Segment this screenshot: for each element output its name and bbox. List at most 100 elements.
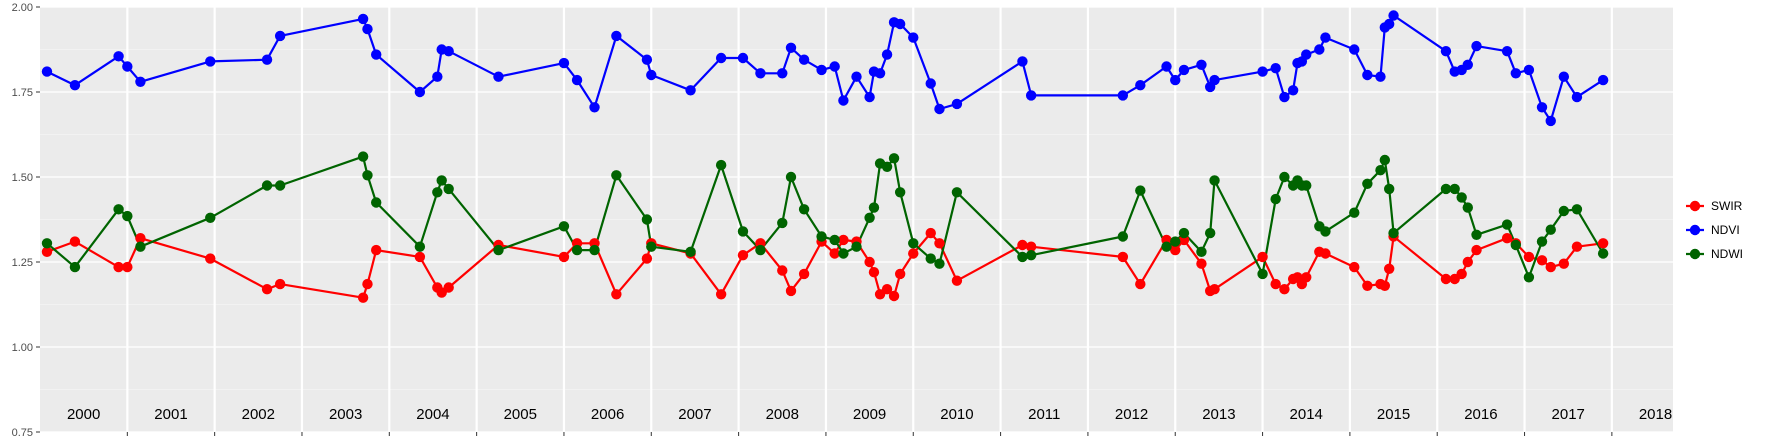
data-point-ndwi xyxy=(798,204,810,215)
data-point-swir xyxy=(894,268,906,280)
data-point-swir xyxy=(135,233,146,244)
data-point-swir xyxy=(1379,280,1391,291)
data-point-ndwi xyxy=(894,187,906,198)
data-point-ndvi xyxy=(1571,91,1583,103)
data-point-swir xyxy=(1025,241,1037,252)
data-point-ndvi xyxy=(205,56,216,67)
data-point-ndwi xyxy=(1257,268,1268,280)
data-point-ndvi xyxy=(1349,44,1360,55)
data-point-ndwi xyxy=(816,231,827,242)
year-label: 2011 xyxy=(1028,406,1060,423)
year-labels: 2000 2001 2002 2003 2004 2005 2006 2007 2008 2009… xyxy=(67,406,1672,423)
data-point-ndwi xyxy=(1349,207,1360,218)
data-point-ndvi xyxy=(1388,10,1399,21)
data-point-swir xyxy=(261,284,273,295)
data-point-ndwi xyxy=(1178,227,1190,239)
data-point-ndwi xyxy=(951,187,963,198)
data-point-ndwi xyxy=(41,238,53,249)
data-point-ndwi xyxy=(1462,202,1473,213)
data-point-swir xyxy=(1462,256,1473,268)
data-point-swir xyxy=(1196,258,1207,269)
data-point-ndwi xyxy=(715,159,727,171)
data-point-swir xyxy=(362,278,373,290)
legend-key-point xyxy=(1689,200,1701,212)
y-tick-label: 0.75 xyxy=(12,427,33,439)
year-label: 2015 xyxy=(1377,406,1410,423)
data-point-ndwi xyxy=(1379,154,1391,166)
data-point-ndvi xyxy=(1209,74,1220,86)
data-point-ndwi xyxy=(1375,165,1386,176)
legend-label: SWIR xyxy=(1711,199,1743,213)
data-point-swir xyxy=(1117,251,1129,263)
data-point-ndvi xyxy=(1501,46,1513,57)
data-point-ndvi xyxy=(1523,64,1535,76)
data-point-swir xyxy=(1597,238,1609,249)
data-point-ndwi xyxy=(641,214,653,225)
data-point-swir xyxy=(829,248,840,259)
data-point-ndwi xyxy=(414,241,426,252)
data-point-ndvi xyxy=(1017,56,1028,67)
data-point-ndvi xyxy=(1471,40,1482,52)
data-point-ndwi xyxy=(888,153,900,164)
data-point-swir xyxy=(1471,244,1482,256)
data-point-swir xyxy=(838,234,849,246)
y-tick-label: 1.75 xyxy=(12,87,33,99)
data-point-ndvi xyxy=(1287,85,1299,96)
data-point-ndvi xyxy=(357,13,369,25)
minor-gridlines xyxy=(40,49,1673,390)
data-point-ndwi xyxy=(777,217,788,229)
data-point-ndwi xyxy=(1536,236,1548,247)
data-point-ndvi xyxy=(1279,91,1290,103)
data-point-ndvi xyxy=(1135,80,1146,91)
data-point-ndvi xyxy=(1320,32,1331,43)
y-tick-label: 1.00 xyxy=(12,342,33,354)
data-point-ndvi xyxy=(261,54,273,65)
data-point-ndwi xyxy=(851,241,862,252)
data-point-ndvi xyxy=(1536,102,1548,113)
data-point-ndvi xyxy=(113,51,124,62)
data-point-ndvi xyxy=(1196,59,1207,70)
data-point-ndvi xyxy=(851,71,862,82)
legend: SWIR NDVI NDWI xyxy=(1686,199,1743,261)
data-point-ndwi xyxy=(864,212,875,223)
year-label: 2013 xyxy=(1202,406,1235,423)
data-point-ndvi xyxy=(894,18,906,30)
year-label: 2003 xyxy=(329,406,362,423)
data-point-swir xyxy=(864,256,875,268)
data-point-swir xyxy=(371,244,382,256)
data-point-ndwi xyxy=(1523,272,1535,283)
data-point-ndvi xyxy=(1362,69,1373,81)
data-point-ndwi xyxy=(1388,227,1399,239)
data-point-swir xyxy=(205,253,216,264)
year-label: 2014 xyxy=(1290,406,1323,423)
year-label: 2001 xyxy=(154,406,187,423)
data-point-ndvi xyxy=(785,42,797,53)
data-point-ndwi xyxy=(135,241,146,252)
year-label: 2016 xyxy=(1464,406,1497,423)
data-point-ndvi xyxy=(1440,46,1452,57)
data-point-ndwi xyxy=(443,183,454,195)
y-tick-label: 2.00 xyxy=(12,2,33,14)
data-point-swir xyxy=(1301,272,1312,283)
data-point-swir xyxy=(443,282,454,293)
data-point-ndvi xyxy=(737,52,749,64)
data-point-ndwi xyxy=(1449,183,1460,195)
data-point-ndwi xyxy=(432,187,443,198)
year-label: 2008 xyxy=(766,406,799,423)
data-point-swir xyxy=(1440,273,1452,285)
data-point-ndwi xyxy=(1501,219,1513,230)
data-point-ndvi xyxy=(414,86,426,98)
data-point-ndwi xyxy=(1204,227,1216,239)
data-point-ndwi xyxy=(589,244,600,256)
data-point-swir xyxy=(785,285,797,297)
data-point-swir xyxy=(1362,280,1373,291)
data-point-ndwi xyxy=(908,238,919,249)
data-point-ndwi xyxy=(1135,185,1146,196)
data-point-ndvi xyxy=(908,32,919,43)
data-point-swir xyxy=(1320,248,1331,259)
data-point-swir xyxy=(1501,233,1513,244)
data-point-swir xyxy=(122,261,133,273)
data-point-swir xyxy=(888,290,900,302)
data-point-ndvi xyxy=(934,103,945,115)
